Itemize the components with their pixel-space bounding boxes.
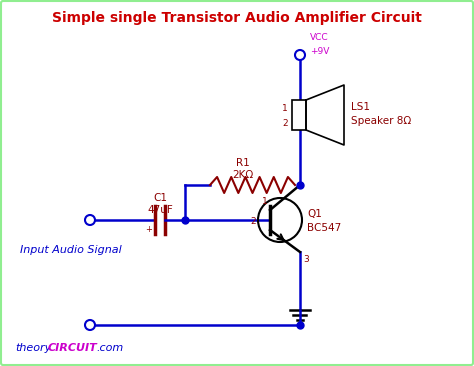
Text: Q1: Q1 <box>307 209 322 219</box>
Text: +: + <box>146 225 153 235</box>
Text: +9V: +9V <box>310 48 329 56</box>
Text: C1: C1 <box>153 193 167 203</box>
Text: 1: 1 <box>262 197 268 205</box>
Text: LS1: LS1 <box>351 102 370 112</box>
Text: 2: 2 <box>250 217 256 227</box>
Text: Input Audio Signal: Input Audio Signal <box>20 245 122 255</box>
Text: CIRCUIT: CIRCUIT <box>48 343 98 353</box>
Text: 2: 2 <box>283 119 288 128</box>
Text: 3: 3 <box>303 255 309 265</box>
Text: 1: 1 <box>282 104 288 113</box>
Text: .com: .com <box>96 343 123 353</box>
Text: Speaker 8Ω: Speaker 8Ω <box>351 116 411 126</box>
Bar <box>292 100 306 130</box>
Text: VCC: VCC <box>310 34 328 42</box>
Text: R1: R1 <box>236 158 249 168</box>
Text: Simple single Transistor Audio Amplifier Circuit: Simple single Transistor Audio Amplifier… <box>52 11 422 25</box>
Text: 2KΩ: 2KΩ <box>232 170 253 180</box>
Text: theory: theory <box>15 343 51 353</box>
Text: BC547: BC547 <box>307 223 341 233</box>
Text: 47uF: 47uF <box>147 205 173 215</box>
Polygon shape <box>306 85 344 145</box>
